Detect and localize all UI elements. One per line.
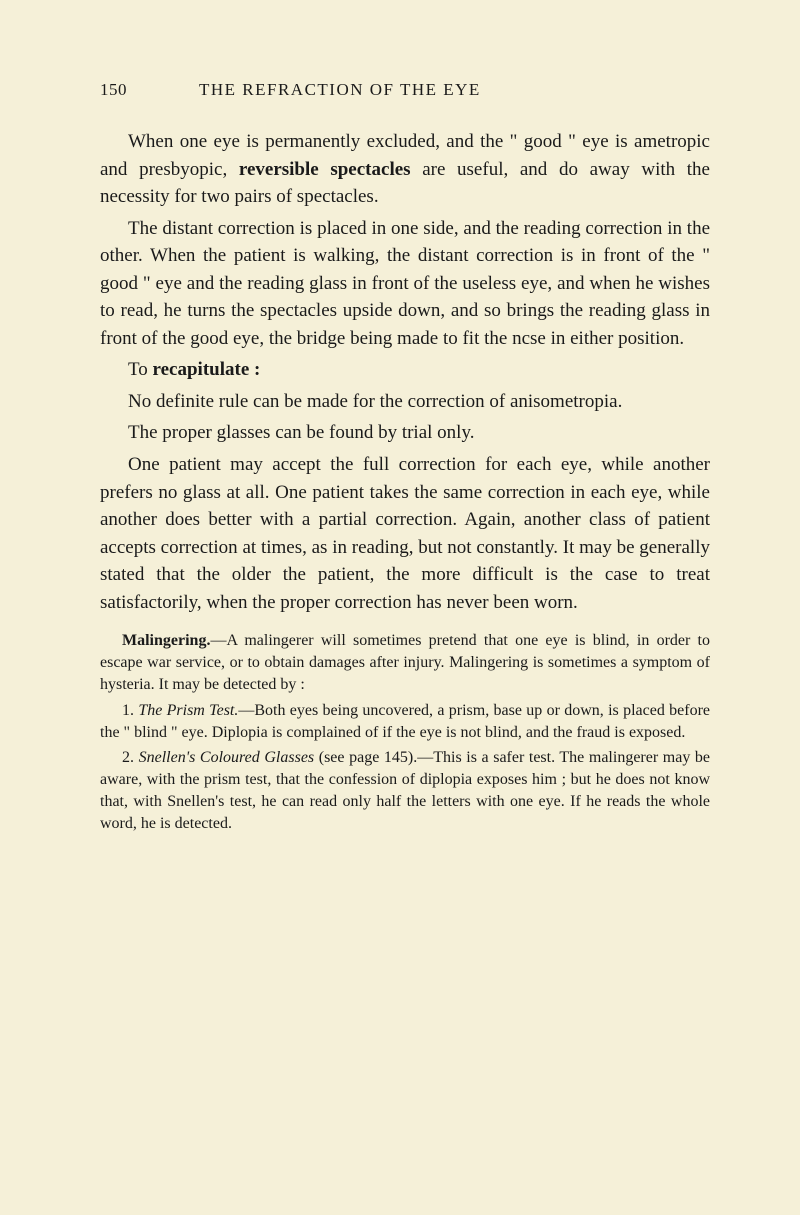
bold-reversible-spectacles: reversible spectacles <box>239 159 411 180</box>
subheading-malingering: Malingering. <box>122 632 210 649</box>
small-paragraph-3: 2. Snellen's Coloured Glasses (see page … <box>100 747 710 835</box>
paragraph-1: When one eye is permanently excluded, an… <box>100 128 710 211</box>
paragraph-3: To recapitulate : <box>100 356 710 384</box>
paragraph-6: One patient may accept the full correcti… <box>100 451 710 616</box>
paragraph-4: No definite rule can be made for the cor… <box>100 388 710 416</box>
italic-snellens-glasses: Snellen's Coloured Glasses <box>139 749 315 766</box>
bold-recapitulate: recapitulate : <box>153 359 261 380</box>
small-text-section: Malingering.—A malingerer will sometimes… <box>100 630 710 835</box>
paragraph-3-part-a: To <box>128 359 153 380</box>
paragraph-2: The distant correction is placed in one … <box>100 215 710 353</box>
page-header: 150 THE REFRACTION OF THE EYE <box>100 80 710 100</box>
small-paragraph-2: 1. The Prism Test.—Both eyes being uncov… <box>100 700 710 744</box>
page-container: 150 THE REFRACTION OF THE EYE When one e… <box>0 0 800 898</box>
paragraph-5: The proper glasses can be found by trial… <box>100 419 710 447</box>
running-title: THE REFRACTION OF THE EYE <box>199 80 481 100</box>
body-text: When one eye is permanently excluded, an… <box>100 128 710 616</box>
italic-prism-test: The Prism Test. <box>138 702 238 719</box>
page-number: 150 <box>100 80 127 100</box>
list-number-1: 1. <box>122 702 138 719</box>
list-number-2: 2. <box>122 749 139 766</box>
small-paragraph-1: Malingering.—A malingerer will sometimes… <box>100 630 710 696</box>
